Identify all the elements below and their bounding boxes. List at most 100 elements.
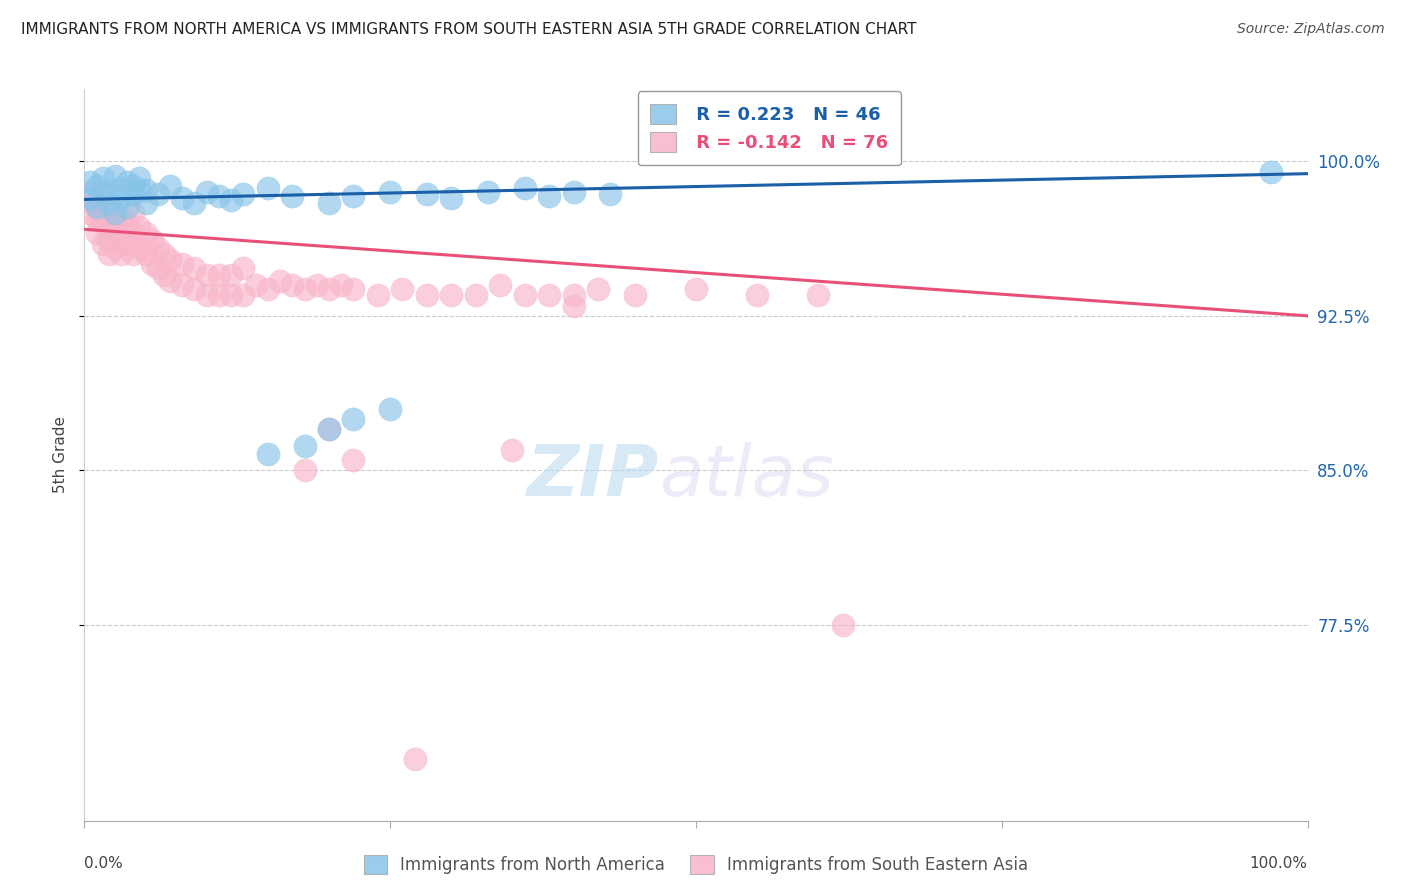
- Point: [115, 216, 138, 230]
- Point: [141, 233, 163, 247]
- Point: [562, 288, 585, 302]
- Point: [538, 189, 561, 203]
- Point: [91, 236, 114, 251]
- Point: [122, 227, 145, 241]
- Point: [416, 187, 439, 202]
- Point: [195, 268, 218, 282]
- Text: ZIP: ZIP: [527, 442, 659, 511]
- Point: [562, 299, 585, 313]
- Point: [685, 282, 707, 296]
- Point: [172, 277, 194, 292]
- Point: [318, 422, 340, 436]
- Point: [141, 257, 163, 271]
- Point: [135, 195, 157, 210]
- Point: [440, 288, 463, 302]
- Point: [110, 247, 132, 261]
- Point: [128, 220, 150, 235]
- Point: [104, 241, 127, 255]
- Point: [172, 257, 194, 271]
- Point: [513, 181, 536, 195]
- Text: IMMIGRANTS FROM NORTH AMERICA VS IMMIGRANTS FROM SOUTH EASTERN ASIA 5TH GRADE CO: IMMIGRANTS FROM NORTH AMERICA VS IMMIGRA…: [21, 22, 917, 37]
- Point: [110, 227, 132, 241]
- Point: [122, 247, 145, 261]
- Point: [599, 187, 621, 202]
- Point: [367, 288, 389, 302]
- Point: [747, 288, 769, 302]
- Point: [97, 185, 120, 199]
- Point: [86, 200, 108, 214]
- Legend: Immigrants from North America, Immigrants from South Eastern Asia: Immigrants from North America, Immigrant…: [352, 843, 1040, 886]
- Point: [110, 212, 132, 227]
- Point: [232, 288, 254, 302]
- Point: [208, 268, 231, 282]
- Point: [538, 288, 561, 302]
- Point: [464, 288, 486, 302]
- Point: [219, 268, 242, 282]
- Point: [135, 227, 157, 241]
- Point: [91, 216, 114, 230]
- Point: [245, 277, 267, 292]
- Point: [404, 752, 426, 766]
- Point: [208, 288, 231, 302]
- Point: [489, 277, 512, 292]
- Point: [122, 179, 145, 194]
- Point: [104, 206, 127, 220]
- Point: [391, 282, 413, 296]
- Point: [624, 288, 647, 302]
- Point: [807, 288, 830, 302]
- Point: [232, 261, 254, 276]
- Point: [294, 463, 316, 477]
- Point: [122, 187, 145, 202]
- Point: [502, 442, 524, 457]
- Point: [281, 189, 304, 203]
- Point: [232, 187, 254, 202]
- Point: [79, 175, 101, 189]
- Point: [91, 170, 114, 185]
- Point: [318, 282, 340, 296]
- Point: [135, 247, 157, 261]
- Point: [208, 189, 231, 203]
- Point: [115, 200, 138, 214]
- Point: [183, 261, 205, 276]
- Text: Source: ZipAtlas.com: Source: ZipAtlas.com: [1237, 22, 1385, 37]
- Point: [1260, 164, 1282, 178]
- Point: [115, 236, 138, 251]
- Point: [97, 195, 120, 210]
- Point: [586, 282, 609, 296]
- Text: 100.0%: 100.0%: [1250, 856, 1308, 871]
- Point: [79, 191, 101, 205]
- Point: [135, 183, 157, 197]
- Point: [159, 274, 181, 288]
- Point: [342, 453, 364, 467]
- Point: [79, 185, 101, 199]
- Point: [269, 274, 291, 288]
- Point: [97, 247, 120, 261]
- Point: [183, 195, 205, 210]
- Point: [97, 233, 120, 247]
- Point: [219, 288, 242, 302]
- Point: [440, 191, 463, 205]
- Point: [159, 179, 181, 194]
- Point: [79, 206, 101, 220]
- Point: [146, 261, 169, 276]
- Point: [115, 175, 138, 189]
- Point: [562, 185, 585, 199]
- Point: [318, 195, 340, 210]
- Point: [294, 282, 316, 296]
- Point: [380, 401, 402, 416]
- Point: [257, 282, 280, 296]
- Point: [146, 241, 169, 255]
- Point: [104, 216, 127, 230]
- Point: [342, 412, 364, 426]
- Point: [257, 181, 280, 195]
- Point: [97, 220, 120, 235]
- Point: [86, 179, 108, 194]
- Point: [281, 277, 304, 292]
- Point: [305, 277, 328, 292]
- Text: atlas: atlas: [659, 442, 834, 511]
- Point: [172, 191, 194, 205]
- Point: [195, 185, 218, 199]
- Point: [330, 277, 353, 292]
- Point: [831, 618, 853, 632]
- Point: [86, 212, 108, 227]
